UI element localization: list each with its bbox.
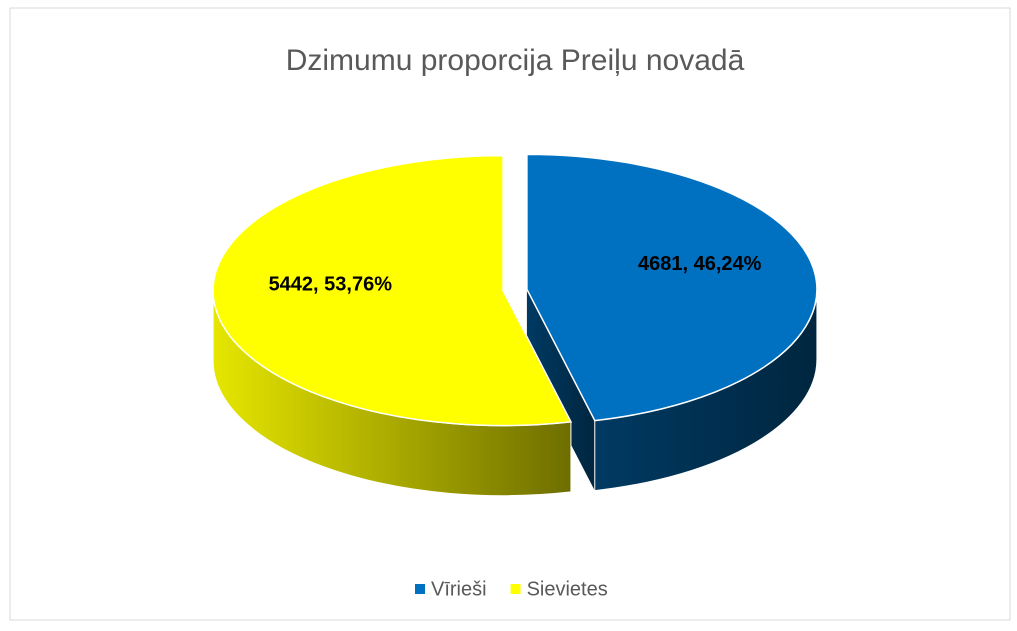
slice xyxy=(526,153,818,422)
legend-swatch xyxy=(415,584,425,594)
slice xyxy=(212,154,573,427)
data-label: 4681, 46,24% xyxy=(638,253,762,275)
legend-label: Sievietes xyxy=(527,578,608,600)
legend-label: Vīrieši xyxy=(431,578,487,600)
chart-title: Dzimumu proporcija Preiļu novadā xyxy=(286,44,745,77)
slice-edge xyxy=(526,289,595,491)
data-label: 5442, 53,76% xyxy=(269,273,393,295)
legend-swatch xyxy=(510,584,521,594)
